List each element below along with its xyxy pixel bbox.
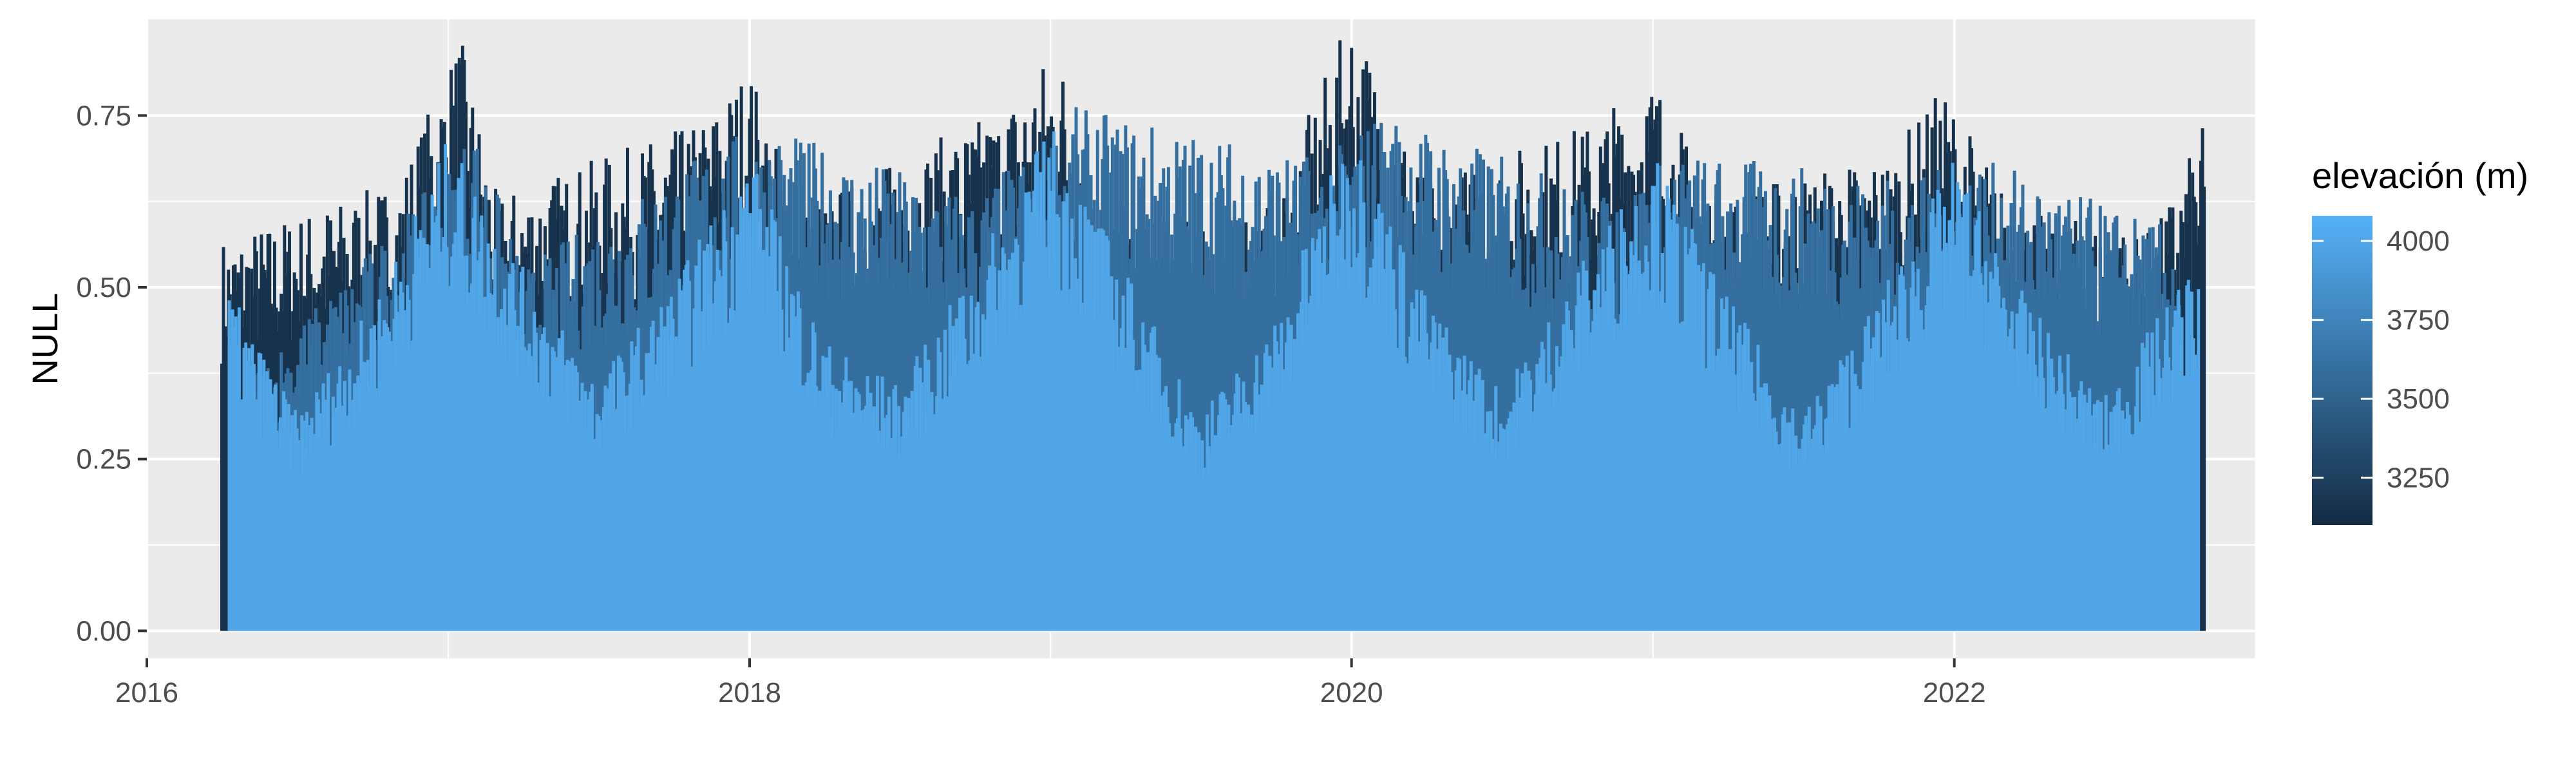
y-tick-label: 0.25 — [76, 444, 131, 475]
data-marks — [220, 40, 2206, 631]
y-tick-label: 0.50 — [76, 272, 131, 303]
legend-title: elevación (m) — [2312, 155, 2528, 196]
x-tick-label: 2022 — [1923, 677, 1986, 709]
y-tick-label: 0.75 — [76, 100, 131, 131]
y-tick-label: 0.00 — [76, 615, 131, 647]
y-axis-title: NULL — [24, 292, 65, 385]
x-tick-label: 2020 — [1320, 677, 1383, 709]
legend-tick-label: 3500 — [2387, 383, 2450, 415]
legend: elevación (m) 4000 3750 3500 3250 — [2312, 155, 2528, 525]
legend-ticks: 4000 3750 3500 3250 — [2312, 225, 2450, 494]
x-tick-label: 2018 — [718, 677, 781, 709]
legend-tick-label: 3750 — [2387, 305, 2450, 336]
legend-tick-label: 3250 — [2387, 463, 2450, 494]
legend-tick-label: 4000 — [2387, 225, 2450, 257]
x-axis: 2016 2018 2020 2022 — [115, 658, 1986, 709]
y-axis: 0.00 0.25 0.50 0.75 — [76, 100, 147, 647]
x-tick-label: 2016 — [115, 677, 178, 709]
legend-colorbar — [2312, 216, 2372, 525]
